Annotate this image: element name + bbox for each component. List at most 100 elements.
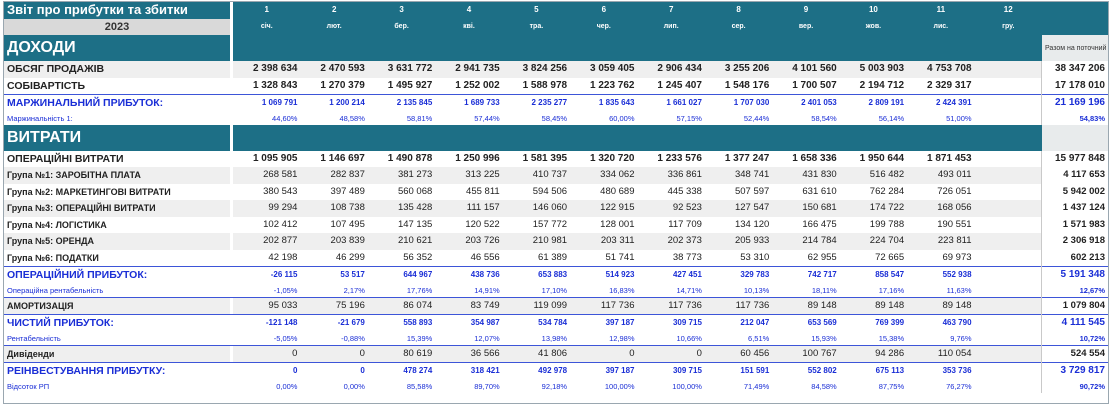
month-value: 348 741 (704, 167, 773, 184)
month-value: 60,00% (609, 113, 635, 123)
month-value: 127 547 (704, 200, 773, 217)
month-value: 51 741 (605, 251, 635, 263)
section-fill (772, 35, 840, 61)
month-value: 1 252 002 (455, 79, 500, 91)
section-fill (367, 124, 436, 151)
month-value: 1 495 927 (387, 79, 433, 91)
total-column-header (1041, 124, 1108, 151)
separator-cell (230, 379, 234, 393)
month-value: 117 709 (668, 218, 702, 230)
month-value: 92,18% (541, 381, 568, 391)
pnl-spreadsheet: Звіт про прибутки та збитки 1 2 3 4 5 6 7 8 9 10 11… (3, 1, 1109, 404)
row-total: 12,67% (1041, 283, 1108, 297)
section-fill (839, 35, 908, 61)
month-number: 8 (704, 2, 773, 19)
row-total: 5 191 348 (1041, 266, 1108, 284)
row-amort: АМОРТИЗАЦІЯ 95 033 75 196 86 074 83 749 119 0… (4, 296, 1108, 315)
month-value (974, 344, 1042, 363)
month-value: 214 784 (772, 233, 840, 250)
month-value: 99 294 (233, 200, 301, 217)
row-label: СОБІВАРТІСТЬ (7, 79, 86, 92)
month-value: 4 753 708 (907, 61, 975, 78)
section-fill (570, 35, 638, 61)
month-value: 56 352 (403, 251, 433, 263)
month-value: 653 883 (502, 266, 571, 284)
month-name: кві. (435, 18, 503, 35)
row-total: 10,72% (1041, 331, 1108, 345)
month-value: 61 389 (538, 251, 568, 263)
total-column-header: Разом на поточний рік (1041, 35, 1108, 61)
month-value: 15,38% (878, 333, 905, 343)
month-value: 769 399 (839, 314, 908, 332)
month-name: чер. (570, 18, 638, 35)
month-value: 726 051 (937, 185, 972, 197)
separator-cell (230, 167, 234, 184)
separator-cell (230, 35, 234, 61)
month-name: січ. (233, 18, 301, 35)
month-value: 0 (300, 344, 368, 363)
separator-cell (230, 314, 234, 332)
month-value: 119 099 (502, 296, 571, 315)
row-label: ОБСЯГ ПРОДАЖІВ (4, 61, 231, 78)
month-value: 438 736 (435, 266, 503, 284)
row-total: 602 213 (1041, 249, 1108, 267)
month-value: 146 060 (502, 200, 571, 217)
month-value: 168 056 (907, 200, 975, 217)
month-value: 1 950 644 (859, 152, 905, 164)
separator-cell (230, 77, 234, 95)
row-label: Дивіденди (4, 344, 231, 363)
month-value: 318 421 (435, 362, 503, 380)
row-label: ЧИСТИЙ ПРИБУТОК: (4, 314, 231, 332)
month-value: 1 095 905 (252, 152, 298, 164)
month-value: 480 689 (600, 185, 635, 197)
row-total: 15 977 848 (1041, 150, 1108, 167)
month-name: гру. (974, 18, 1042, 35)
month-value: 51,00% (946, 113, 972, 123)
month-value (975, 184, 1042, 201)
row-label: Операційна рентабельність (7, 285, 104, 295)
separator-cell (230, 362, 234, 380)
month-value: 478 274 (367, 362, 436, 380)
month-value: 0 (570, 344, 638, 363)
month-value: 89 148 (839, 296, 908, 315)
row-opex: ОПЕРАЦІЙНІ ВИТРАТИ 1 095 905 1 146 697 1 49… (4, 150, 1108, 167)
section-fill (974, 35, 1042, 61)
row-margin: МАРЖИНАЛЬНИЙ ПРИБУТОК: 1 069 791 1 200 214… (4, 94, 1108, 112)
row-total: 524 554 (1041, 344, 1108, 363)
month-value: 594 506 (532, 185, 568, 197)
month-value: 52,44% (743, 113, 770, 123)
section-fill (704, 35, 773, 61)
month-value: 100,00% (672, 381, 702, 391)
section-fill (637, 35, 705, 61)
month-value: 58,81% (406, 113, 433, 123)
section-title: ВИТРАТИ (4, 124, 231, 151)
row-reinv: РЕІНВЕСТУВАННЯ ПРИБУТКУ: 0 0 478 274 318 421… (4, 362, 1108, 380)
month-value: 17,16% (878, 285, 905, 295)
month-value: 1 490 878 (387, 152, 433, 164)
month-value: 2 235 277 (502, 94, 571, 112)
row-label: Рентабельність (7, 333, 61, 343)
row-label: РЕІНВЕСТУВАННЯ ПРИБУТКУ: (4, 362, 231, 380)
row-sales: ОБСЯГ ПРОДАЖІВ 2 398 634 2 470 593 3 631 77… (4, 61, 1108, 78)
section-fill (435, 35, 503, 61)
month-value: 1 689 733 (435, 94, 503, 112)
month-value: 223 811 (907, 233, 975, 250)
header-blank (1041, 2, 1108, 19)
month-value: 111 157 (435, 200, 503, 217)
month-name: лис. (907, 18, 975, 35)
month-value: 86 074 (367, 296, 436, 315)
month-value: 203 311 (570, 233, 638, 250)
month-name: сер. (704, 18, 773, 35)
month-value: 89 148 (772, 296, 840, 315)
row-g3: Група №3: ОПЕРАЦІЙНІ ВИТРАТИ 99 294 108 73… (4, 200, 1108, 217)
month-value: 3 824 256 (502, 61, 571, 78)
month-value: 83 749 (435, 296, 503, 315)
separator-cell (230, 2, 234, 19)
month-value: 492 978 (502, 362, 571, 380)
month-value: 397 489 (330, 185, 365, 197)
month-value: 134 120 (734, 218, 770, 230)
section-header-income: ДОХОДИ Разом на поточний рік (4, 35, 1108, 61)
row-total: 4 111 545 (1041, 314, 1108, 332)
month-value: 18,11% (811, 285, 837, 295)
month-value: 1 548 176 (724, 79, 770, 91)
